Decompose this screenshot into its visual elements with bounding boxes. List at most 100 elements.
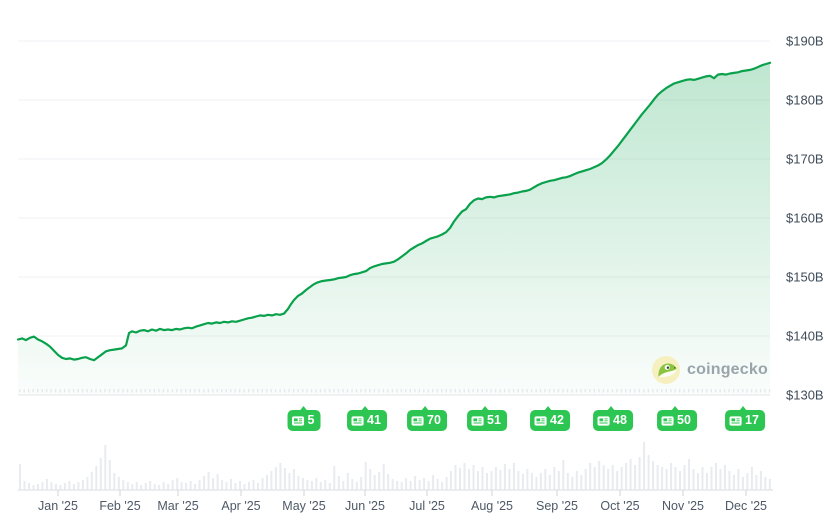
minor-tick	[225, 389, 227, 393]
volume-bar	[95, 466, 98, 490]
minor-tick	[68, 389, 70, 393]
minor-tick	[23, 389, 25, 393]
news-icon	[471, 415, 484, 427]
volume-bar	[400, 482, 403, 490]
volume-bar	[584, 469, 587, 490]
volume-bar	[688, 459, 690, 490]
volume-bar	[99, 458, 102, 490]
volume-bar	[459, 468, 461, 490]
minor-tick	[28, 389, 30, 393]
badge-pointer-icon	[607, 406, 616, 411]
volume-bar	[418, 480, 421, 490]
news-count-badge[interactable]: 42	[530, 406, 570, 431]
minor-tick	[418, 389, 420, 393]
price-line	[16, 61, 772, 362]
minor-tick	[638, 389, 640, 393]
minor-tick	[37, 389, 39, 393]
minor-tick	[162, 389, 165, 393]
news-count-badge[interactable]: 70	[407, 406, 447, 431]
volume-bar	[63, 483, 66, 490]
minor-tick	[279, 389, 281, 393]
volume-bar	[566, 473, 569, 490]
volume-bar	[216, 474, 219, 490]
minor-tick	[288, 389, 290, 393]
y-axis-label: $140B	[786, 328, 824, 344]
volume-bar	[364, 462, 367, 490]
x-axis-label: Jul '25	[409, 499, 445, 513]
volume-bar	[212, 478, 215, 490]
minor-tick	[463, 389, 465, 393]
minor-tick	[396, 389, 398, 393]
badge-pointer-icon	[481, 406, 490, 411]
volume-bar	[225, 482, 228, 490]
volume-bar	[486, 473, 488, 490]
minor-tick	[580, 389, 582, 393]
volume-bar	[593, 467, 596, 490]
minor-tick	[459, 389, 461, 393]
news-count-badge[interactable]: 41	[347, 406, 387, 431]
minor-tick	[333, 389, 335, 393]
minor-tick	[562, 389, 564, 393]
minor-tick	[652, 389, 654, 393]
minor-tick	[328, 389, 331, 393]
volume-bar	[517, 471, 520, 490]
volume-bar	[337, 476, 340, 490]
minor-tick	[768, 389, 771, 393]
minor-tick	[701, 389, 703, 393]
volume-bar	[746, 473, 749, 490]
volume-bar	[261, 478, 264, 490]
news-count-badge[interactable]: 50	[657, 406, 697, 431]
minor-tick	[759, 389, 762, 393]
volume-bar	[185, 483, 188, 490]
badge-count: 41	[367, 413, 381, 427]
minor-tick	[135, 389, 138, 393]
volume-bar	[575, 471, 578, 490]
minor-tick	[670, 389, 672, 393]
minor-tick	[185, 389, 187, 393]
volume-bar	[728, 471, 731, 490]
volume-bar	[176, 478, 179, 490]
volume-bar	[279, 463, 282, 490]
volume-bar	[710, 467, 713, 490]
minor-tick	[436, 389, 438, 393]
volume-bar	[328, 483, 331, 490]
y-axis-label: $160B	[786, 210, 824, 226]
minor-tick	[553, 389, 555, 393]
news-icon	[661, 415, 674, 427]
volume-bar	[252, 480, 255, 490]
minor-tick	[468, 389, 470, 393]
minor-tick	[140, 389, 142, 393]
badge-pointer-icon	[299, 406, 308, 411]
minor-tick	[750, 389, 753, 393]
news-count-badge[interactable]: 48	[593, 406, 633, 431]
minor-tick	[584, 389, 587, 393]
x-axis-label: Feb '25	[99, 499, 141, 513]
badge-count: 50	[677, 413, 691, 427]
badge-count: 51	[487, 413, 501, 427]
badge-count: 48	[613, 413, 627, 427]
volume-bar	[634, 465, 637, 490]
news-count-badge[interactable]: 17	[725, 406, 765, 431]
minor-tick	[445, 389, 447, 393]
minor-tick	[503, 389, 506, 393]
volume-bar	[194, 484, 197, 490]
volume-bar	[324, 480, 327, 490]
volume-bar	[647, 455, 650, 490]
x-axis-label: Aug '25	[470, 499, 514, 513]
minor-tick	[679, 389, 681, 393]
volume-bar	[674, 467, 677, 490]
volume-bar	[652, 461, 655, 490]
volume-bar	[683, 465, 686, 490]
volume-bar	[571, 477, 574, 490]
minor-tick	[486, 389, 488, 393]
news-count-badge[interactable]: 5	[287, 406, 321, 431]
minor-tick	[252, 389, 254, 393]
volume-bar	[108, 460, 111, 490]
volume-bar	[234, 483, 237, 490]
minor-tick	[512, 389, 515, 393]
minor-tick	[387, 389, 389, 393]
news-count-badge[interactable]: 51	[467, 406, 507, 431]
volume-bar	[207, 472, 210, 490]
